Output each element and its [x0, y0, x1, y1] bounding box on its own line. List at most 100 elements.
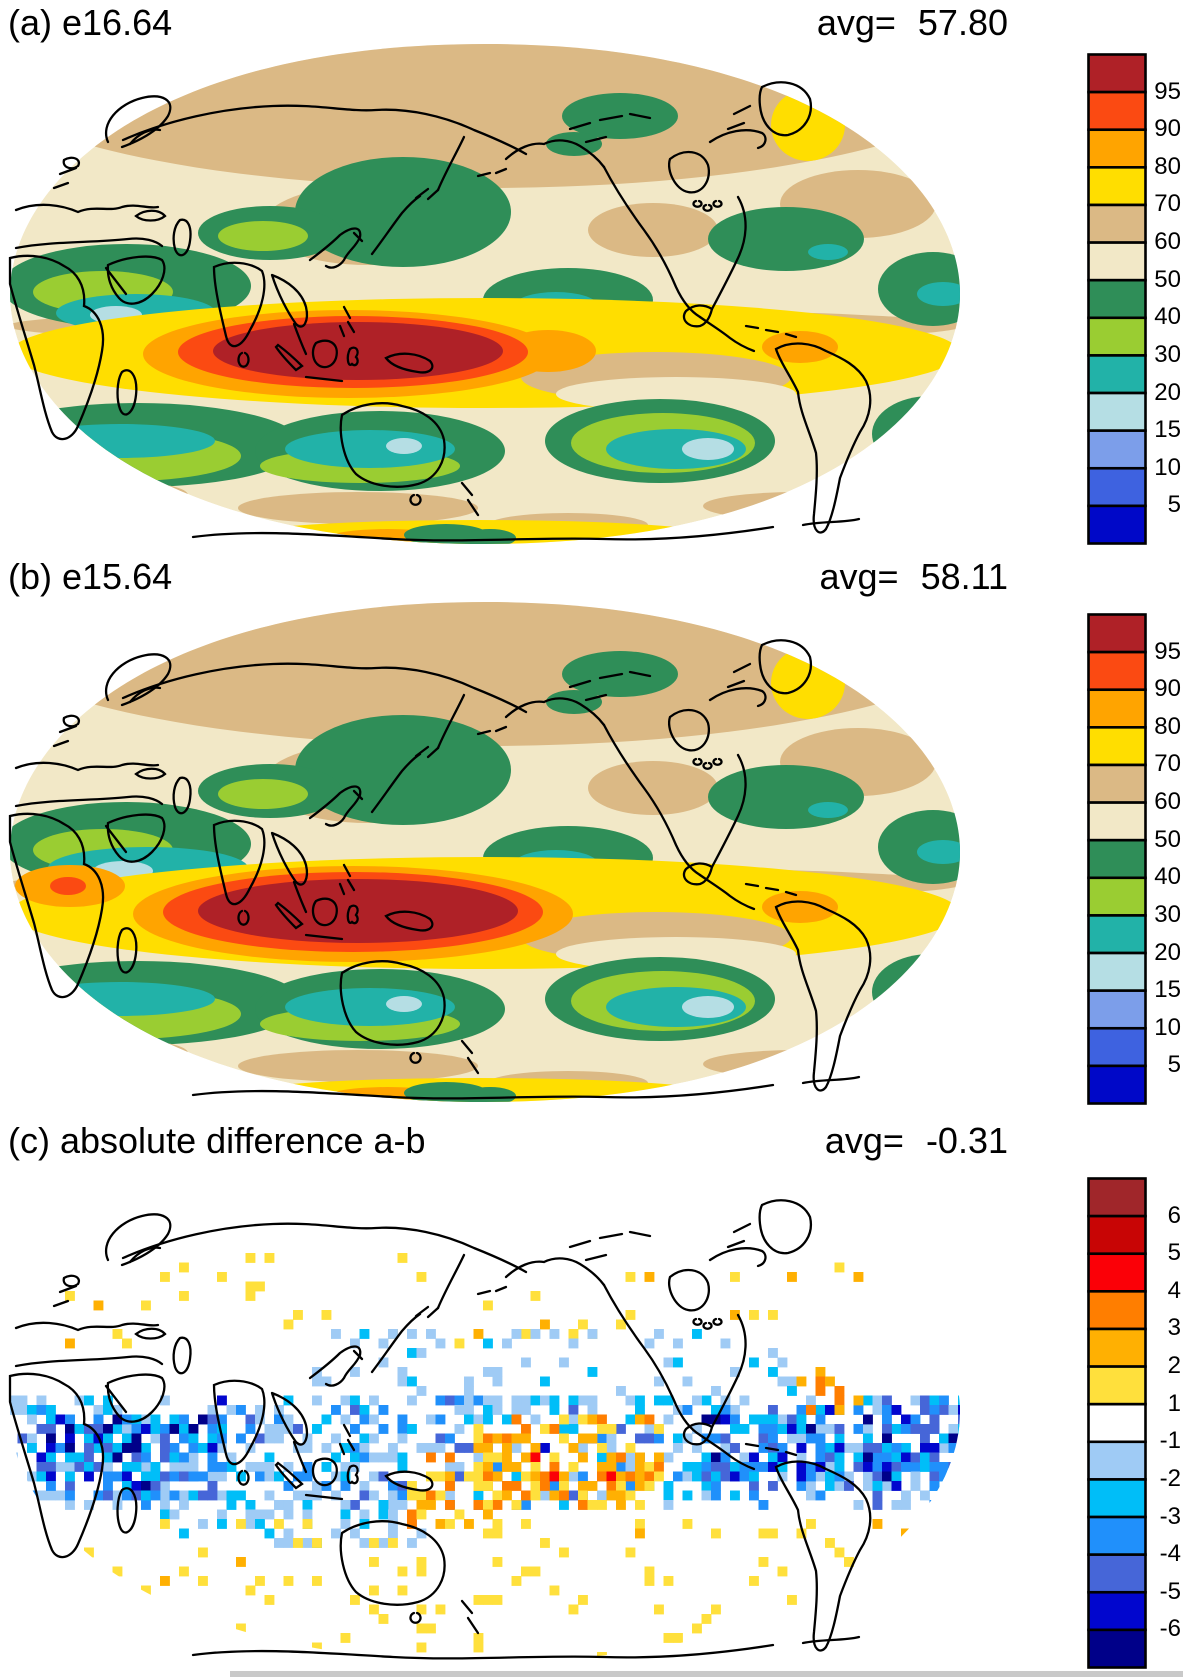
colorbar-tick-label: 5: [1167, 491, 1181, 519]
difference-cell: [872, 1452, 883, 1463]
difference-cell: [350, 1367, 360, 1377]
difference-cell: [521, 1424, 531, 1434]
difference-cell: [901, 1414, 911, 1425]
difference-cell: [236, 1557, 246, 1567]
colorbar-swatch: [1087, 1214, 1147, 1256]
difference-cell: [350, 1452, 360, 1463]
difference-cell: [473, 1471, 484, 1482]
difference-cell: [578, 1395, 588, 1406]
panel-c-avg: avg= -0.31: [825, 1120, 1008, 1162]
difference-cell: [17, 1433, 28, 1444]
difference-cell: [806, 1462, 816, 1472]
difference-cell: [188, 1424, 199, 1434]
difference-cell: [692, 1395, 702, 1406]
difference-cell: [416, 1623, 427, 1634]
difference-cell: [511, 1433, 522, 1444]
difference-cell: [435, 1433, 446, 1444]
difference-cell: [55, 1462, 66, 1472]
difference-cell: [806, 1519, 816, 1529]
difference-cell: [958, 1443, 960, 1453]
difference-cell: [36, 1471, 47, 1482]
difference-cell: [10, 1490, 18, 1501]
difference-cell: [122, 1414, 132, 1425]
difference-cell: [236, 1433, 246, 1444]
map-panel-b: [8, 598, 962, 1106]
difference-cell: [93, 1443, 104, 1453]
colorbar-swatch: [1087, 241, 1147, 282]
difference-cell: [692, 1471, 702, 1482]
difference-cell: [768, 1348, 778, 1358]
difference-cell: [606, 1433, 617, 1444]
difference-cell: [587, 1395, 598, 1406]
difference-cell: [131, 1595, 142, 1605]
difference-cell: [929, 1405, 940, 1415]
difference-cell: [549, 1329, 560, 1339]
difference-cell: [312, 1538, 322, 1548]
difference-cell: [682, 1433, 693, 1444]
difference-cell: [815, 1405, 826, 1415]
difference-cell: [958, 1433, 960, 1444]
difference-cell: [663, 1395, 674, 1406]
difference-cell: [103, 1443, 113, 1453]
difference-cell: [74, 1462, 85, 1472]
difference-cell: [388, 1519, 398, 1529]
panel-b-avg-label: avg=: [819, 556, 899, 597]
contour-region-green: [708, 765, 864, 829]
difference-cell: [369, 1433, 379, 1444]
difference-cell: [939, 1405, 949, 1415]
difference-cell: [340, 1462, 351, 1472]
difference-cell: [606, 1471, 617, 1482]
difference-cell: [65, 1291, 75, 1301]
difference-cell: [454, 1471, 465, 1482]
difference-cell: [758, 1424, 769, 1434]
difference-cell: [644, 1471, 655, 1482]
difference-cell: [150, 1414, 161, 1425]
difference-cell: [426, 1471, 436, 1482]
difference-cell: [27, 1500, 37, 1510]
difference-cell: [84, 1547, 94, 1558]
colorbar-tick-label: -2: [1159, 1464, 1181, 1492]
difference-cell: [236, 1490, 246, 1501]
difference-cell: [369, 1557, 379, 1567]
difference-cell: [359, 1481, 370, 1491]
difference-cell: [17, 1405, 28, 1415]
difference-cell: [844, 1481, 854, 1491]
difference-cell: [388, 1500, 398, 1510]
contour-region-teal: [917, 840, 960, 864]
difference-cell: [36, 1462, 47, 1472]
colorbar-swatch: [1087, 53, 1147, 94]
difference-cell: [283, 1538, 294, 1548]
difference-cell: [644, 1424, 655, 1434]
difference-cell: [312, 1376, 322, 1387]
difference-cell: [359, 1405, 370, 1415]
difference-cell: [682, 1462, 693, 1472]
difference-cell: [388, 1538, 398, 1548]
difference-cell: [217, 1395, 227, 1406]
difference-cell: [350, 1528, 360, 1539]
difference-cell: [473, 1595, 484, 1605]
difference-cell: [673, 1433, 683, 1444]
difference-cell: [169, 1443, 180, 1453]
difference-cell: [948, 1481, 959, 1491]
panel-a-avg-label: avg=: [816, 2, 896, 43]
difference-cell: [502, 1433, 512, 1444]
difference-cell: [17, 1490, 28, 1501]
difference-cell: [435, 1471, 446, 1482]
difference-cell: [369, 1471, 379, 1482]
difference-cell: [55, 1414, 66, 1425]
difference-cell: [644, 1481, 655, 1491]
difference-cell: [179, 1528, 189, 1539]
difference-cell: [711, 1471, 721, 1482]
difference-cell: [559, 1481, 569, 1491]
difference-cell: [407, 1424, 417, 1434]
difference-cell: [891, 1604, 902, 1615]
difference-cell: [198, 1576, 208, 1586]
difference-cell: [426, 1490, 436, 1501]
difference-cell: [46, 1443, 56, 1453]
difference-cell: [388, 1329, 398, 1339]
difference-cell: [207, 1443, 218, 1453]
difference-cell: [397, 1490, 408, 1501]
difference-cell: [103, 1481, 113, 1491]
contour-region-yg: [218, 221, 308, 251]
difference-cell: [169, 1509, 180, 1520]
